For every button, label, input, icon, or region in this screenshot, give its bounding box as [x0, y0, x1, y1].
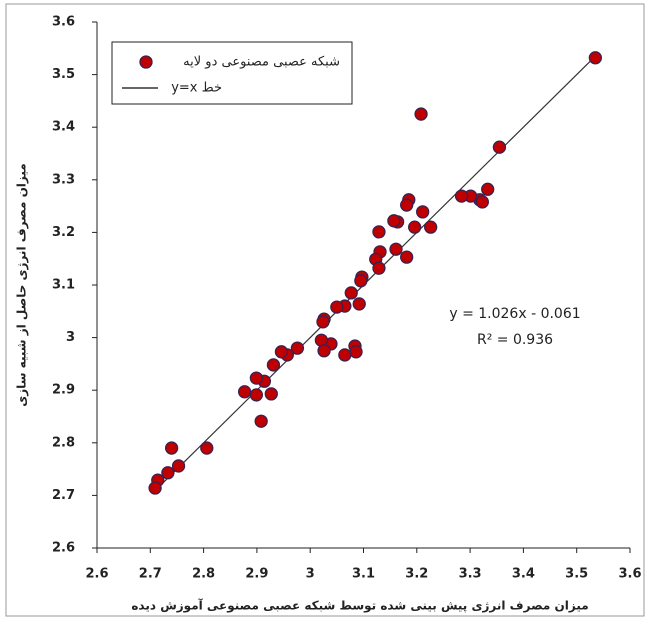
point — [416, 205, 430, 219]
y-tick-label: 2.9 — [52, 383, 75, 398]
point — [354, 274, 368, 288]
x-tick-label: 3.5 — [565, 567, 588, 582]
legend-marker — [139, 55, 153, 69]
point — [249, 388, 264, 402]
point — [400, 250, 414, 264]
point — [317, 344, 331, 358]
point — [389, 242, 403, 256]
point — [264, 387, 278, 401]
point — [249, 371, 264, 385]
point — [237, 385, 252, 399]
x-axis-label: میزان مصرف انرژی پیش بینی شده توسط شبکه … — [131, 598, 588, 614]
x-tick-label: 3.4 — [512, 567, 535, 582]
legend-label: شبکه عصبی مصنوعی دو لایه — [183, 55, 340, 70]
point — [352, 297, 366, 311]
point — [588, 51, 603, 65]
y-tick-label: 3.2 — [52, 225, 75, 240]
point — [161, 466, 175, 480]
x-tick-label: 2.9 — [245, 567, 268, 582]
y-tick-label: 3.1 — [52, 278, 75, 293]
point — [414, 107, 428, 121]
legend-box — [111, 41, 353, 105]
point — [316, 315, 330, 329]
x-tick-label: 3.6 — [618, 567, 641, 582]
y-tick-label: 2.7 — [52, 488, 75, 503]
point — [372, 225, 386, 239]
point — [338, 348, 352, 362]
point — [454, 189, 469, 203]
r-squared: R² = 0.936 — [477, 332, 553, 348]
point — [372, 261, 386, 275]
x-tick-label: 2.8 — [192, 567, 215, 582]
y-tick-label: 2.8 — [52, 435, 75, 450]
y-tick-label: 3 — [66, 330, 75, 345]
point — [408, 220, 422, 234]
point — [266, 358, 281, 372]
y-tick-label: 3.3 — [52, 172, 75, 187]
point — [492, 140, 507, 154]
x-tick-label: 2.7 — [139, 567, 162, 582]
y-tick-label: 3.6 — [52, 15, 75, 30]
point — [344, 286, 358, 300]
y-axis-label: میزان مصرف انرژی حاصل از شبیه سازی — [15, 163, 29, 406]
point — [349, 345, 363, 359]
y-tick-label: 3.4 — [52, 120, 75, 135]
equation: y = 1.026x - 0.061 — [449, 306, 580, 322]
reference-line — [152, 55, 596, 494]
point — [330, 300, 344, 314]
point — [400, 198, 414, 212]
chart-frame — [5, 3, 645, 617]
point — [475, 195, 490, 209]
point — [164, 441, 179, 455]
point — [481, 182, 495, 196]
y-tick-label: 3.5 — [52, 67, 75, 82]
x-tick-label: 3.1 — [352, 567, 375, 582]
x-tick-label: 3.3 — [459, 567, 482, 582]
x-tick-label: 3 — [306, 567, 315, 582]
y-tick-label: 2.6 — [52, 541, 75, 556]
point — [200, 441, 214, 455]
point — [171, 459, 186, 473]
legend-label: خط y=x — [171, 81, 222, 96]
point — [290, 341, 305, 355]
x-tick-label: 2.6 — [85, 567, 108, 582]
point — [274, 345, 289, 359]
point — [254, 414, 268, 428]
point — [148, 481, 162, 495]
point — [387, 214, 401, 228]
x-tick-label: 3.2 — [405, 567, 428, 582]
point — [424, 220, 438, 234]
